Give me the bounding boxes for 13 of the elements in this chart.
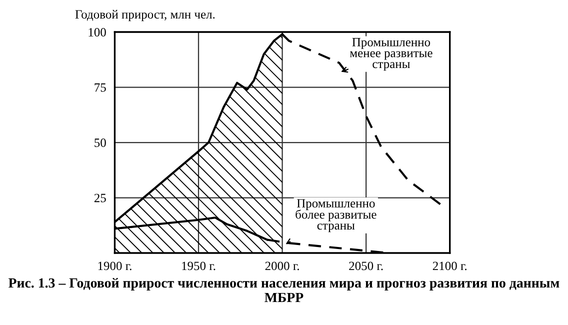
x-tick-label: 2050 г. <box>349 262 383 270</box>
x-tick-label: 1950 г. <box>182 262 216 270</box>
x-tick-label: 2100 г. <box>432 262 467 270</box>
y-tick-label: 100 <box>88 28 106 36</box>
y-tick-label: 25 <box>94 194 106 202</box>
y-tick-label: 50 <box>94 138 106 147</box>
x-tick-label: 1900 г. <box>98 262 132 270</box>
y-axis-title: Годовой прирост, млн чел. <box>75 10 215 22</box>
y-tick-label: 75 <box>94 83 106 92</box>
annotation: Промышленно менее развитые страны <box>350 38 432 71</box>
text: Рис. 1.3 – Годовой прирост численности населения мира и прогноз развития по данным МБРР <box>8 278 560 302</box>
x-tick-label: 2000 г. <box>265 262 299 270</box>
annotation: Промышленно более развитые страны <box>296 199 376 232</box>
